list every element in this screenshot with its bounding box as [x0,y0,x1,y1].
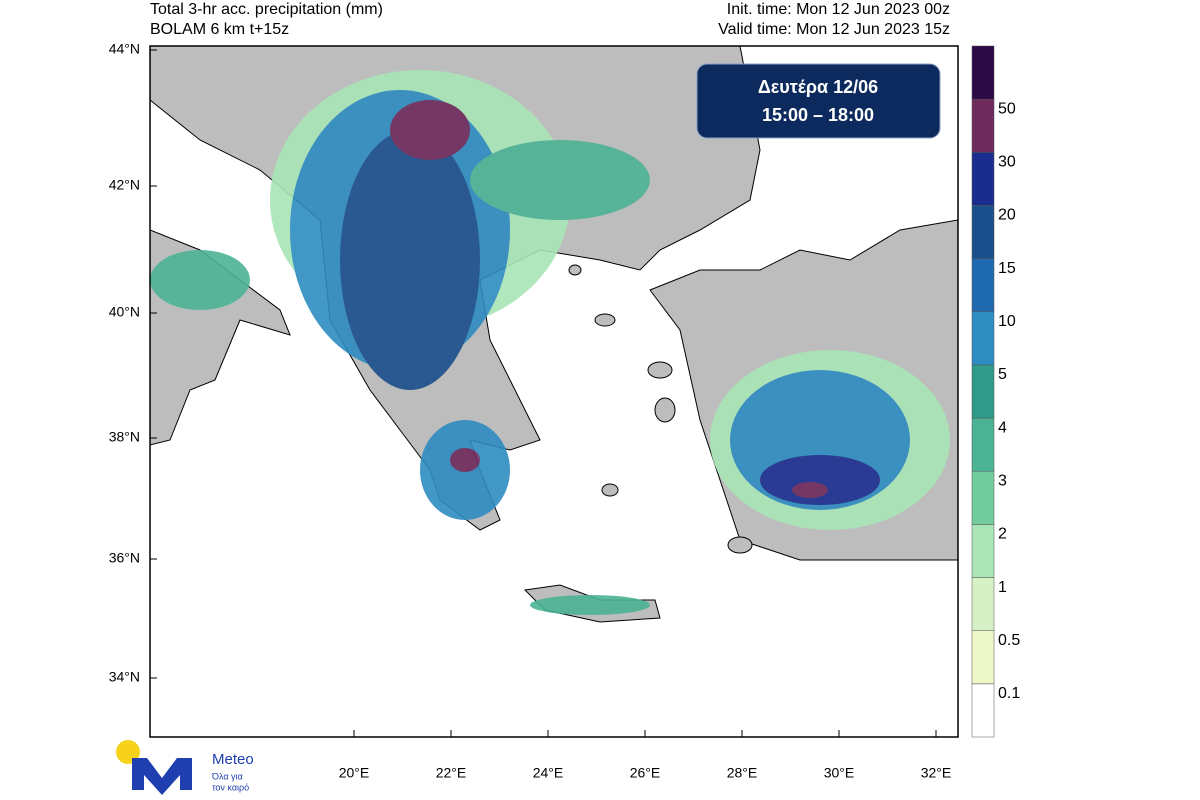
colorbar-swatch [971,45,995,100]
colorbar-swatch [971,470,995,525]
lat-label: 44°N [109,41,140,57]
logo-tagline: Όλα για [211,771,243,781]
lon-label: 22°E [436,765,467,781]
colorbar-label: 0.5 [998,632,1020,649]
init-time: Init. time: Mon 12 Jun 2023 00z [727,1,950,18]
colorbar-label: 20 [998,207,1016,224]
logo-tagline: τον καιρό [212,782,249,792]
colorbar-swatch [971,205,995,259]
lat-label: 36°N [109,550,140,566]
colorbar-label: 4 [998,419,1007,436]
colorbar-label: 0.1 [998,685,1020,702]
colorbar-label: 5 [998,366,1007,383]
colorbar-label: 2 [998,526,1007,543]
lat-labels: 44°N 42°N 40°N 38°N 36°N 34°N [109,41,157,685]
lon-label: 26°E [630,765,661,781]
lat-label: 42°N [109,177,140,193]
colorbar-swatch [971,152,995,206]
colorbar-swatch [971,311,995,366]
colorbar-label: 3 [998,472,1007,489]
lon-label: 28°E [727,765,758,781]
map-frame [149,45,959,738]
lat-label: 34°N [109,669,140,685]
title: Total 3-hr acc. precipitation (mm) [150,1,383,18]
colorbar-swatch [971,630,995,685]
colorbar-label: 15 [998,260,1016,277]
colorbar-swatch [971,577,995,631]
map [149,45,959,738]
lon-label: 24°E [533,765,564,781]
colorbar-swatch [971,364,995,419]
model: BOLAM 6 km t+15z [150,21,289,38]
lon-label: 20°E [339,765,370,781]
lon-label: 30°E [824,765,855,781]
lon-label: 32°E [921,765,952,781]
logo: Meteo Όλα για τον καιρό [116,740,254,795]
time-box: Δευτέρα 12/06 15:00 – 18:00 [696,63,941,139]
logo-name: Meteo [212,751,254,768]
valid-time: Valid time: Mon 12 Jun 2023 15z [718,21,950,38]
time-box-period: 15:00 – 18:00 [762,105,874,125]
lat-label: 40°N [109,304,140,320]
time-box-day: Δευτέρα 12/06 [758,77,878,97]
colorbar: 0.1 0.5 1 2 3 4 5 10 15 20 30 50 [971,45,1020,738]
precipitation [150,70,950,615]
colorbar-label: 50 [998,100,1016,117]
colorbar-label: 1 [998,579,1007,596]
colorbar-swatch [971,258,995,313]
colorbar-swatch [971,417,995,472]
colorbar-swatch [971,98,995,153]
colorbar-label: 10 [998,313,1016,330]
colorbar-label: 30 [998,154,1016,171]
lat-label: 38°N [109,429,140,445]
colorbar-swatch [971,683,995,738]
lon-labels: 20°E 22°E 24°E 26°E 28°E 30°E 32°E [339,730,952,781]
colorbar-swatch [971,524,995,578]
